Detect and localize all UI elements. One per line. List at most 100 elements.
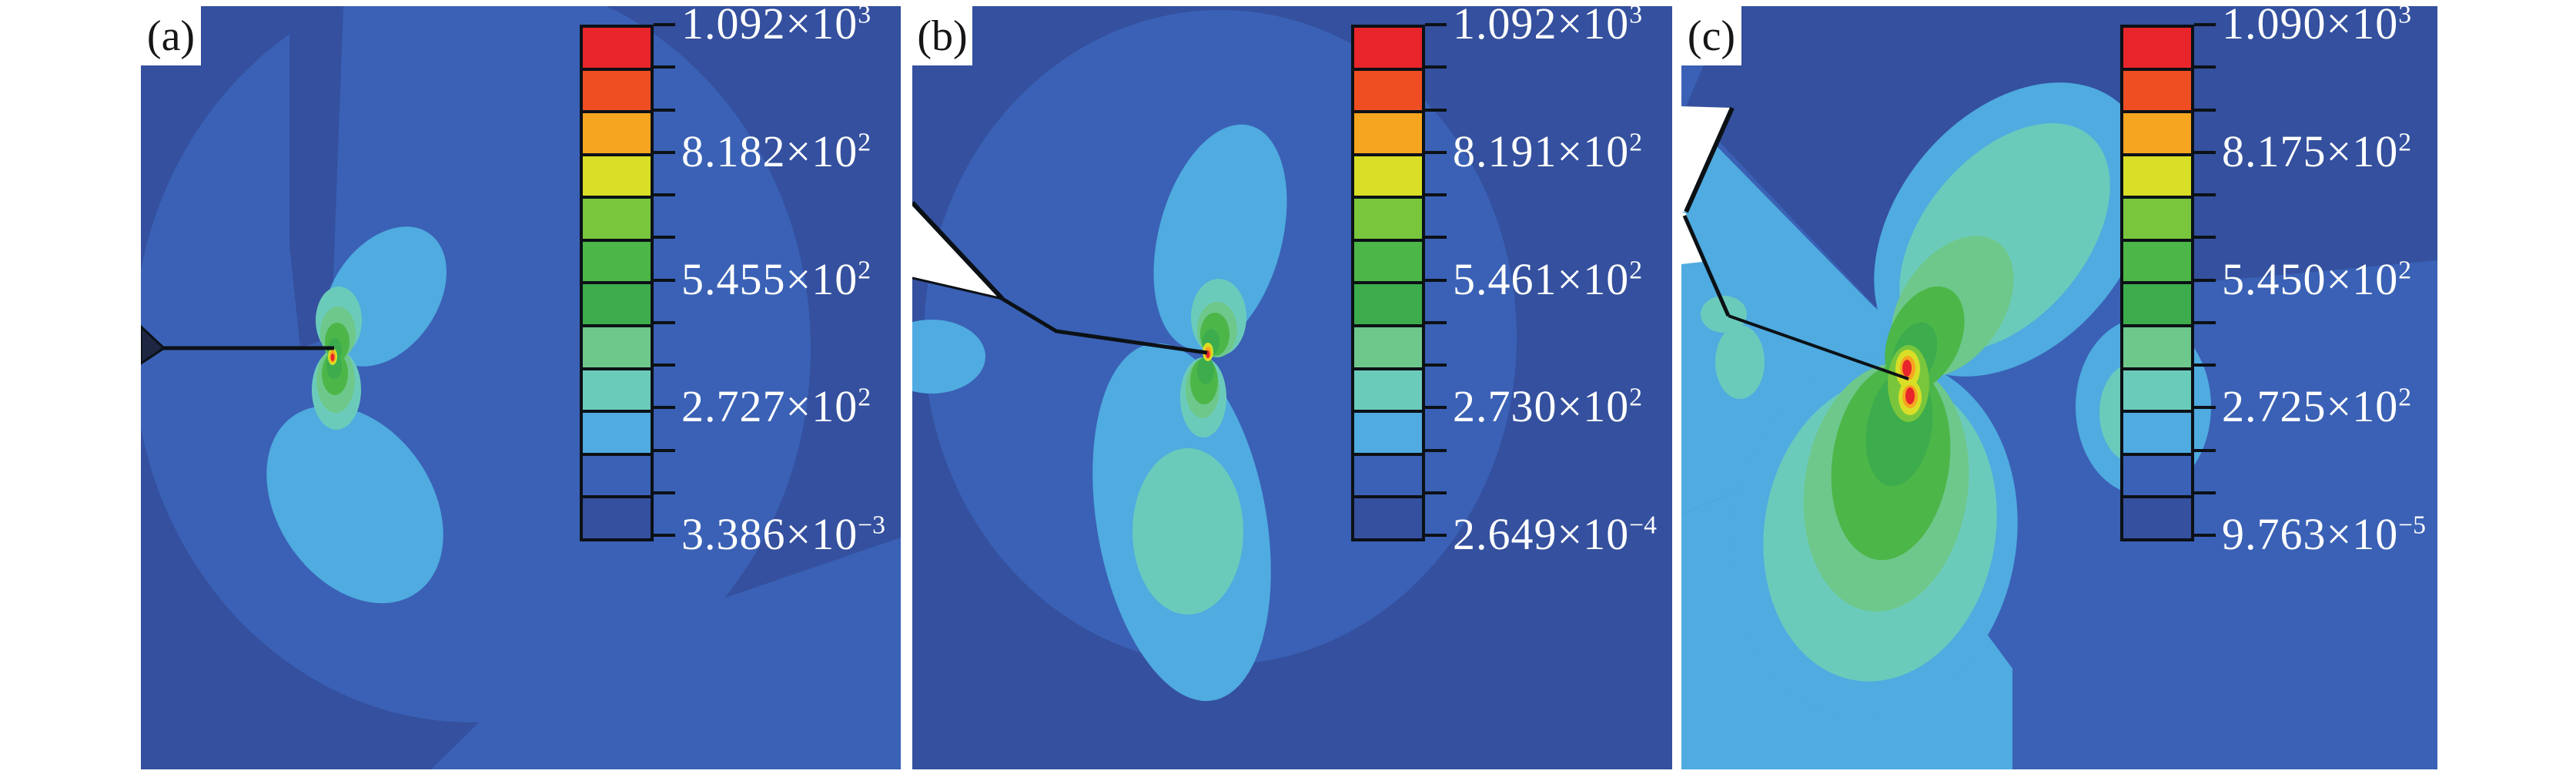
colorbar-band-2 xyxy=(2123,70,2191,111)
colorbar-tick-label: 1.090×103 xyxy=(2222,1,2411,46)
colorbar-tick xyxy=(1425,491,1447,494)
colorbar-tick xyxy=(654,108,675,112)
colorbar-band-1 xyxy=(1354,28,1422,68)
colorbar-tick-label: 9.763×10−5 xyxy=(2222,508,2426,559)
colorbar-tick xyxy=(1425,65,1447,69)
colorbar-band-10 xyxy=(1354,413,1422,453)
colorbar-band-6 xyxy=(1354,241,1422,282)
colorbar-tick-label: 2.725×102 xyxy=(2222,384,2411,429)
colorbar-tick xyxy=(2194,320,2216,324)
tick-label-base: 2.725×10 xyxy=(2222,381,2399,432)
tick-label-base: 5.450×10 xyxy=(2222,253,2399,304)
tick-label-exponent: 2 xyxy=(858,383,871,412)
panel-label-a: (a) xyxy=(141,6,201,65)
colorbar-band-5 xyxy=(2123,199,2191,239)
tick-label-base: 8.182×10 xyxy=(681,126,858,176)
colorbar-tick xyxy=(654,364,675,367)
colorbar-tick xyxy=(2194,65,2216,69)
colorbar-tick xyxy=(654,491,675,494)
tick-label-base: 8.175×10 xyxy=(2222,126,2399,176)
colorbar-tick xyxy=(1425,534,1447,537)
colorbar-tick xyxy=(1425,278,1447,282)
tick-label-base: 2.727×10 xyxy=(681,381,858,432)
colorbar-tick xyxy=(1425,320,1447,324)
colorbar-tick xyxy=(654,236,675,240)
tick-label-base: 1.092×10 xyxy=(681,0,858,49)
colorbar-tick-label: 5.461×102 xyxy=(1453,256,1642,301)
colorbar-band-9 xyxy=(2123,370,2191,410)
colorbar-b xyxy=(1351,25,1425,541)
colorbar-tick xyxy=(1425,23,1447,26)
panel-c: (c) 1.090×103 8.175×102 5.450×102 2.725×102… xyxy=(1681,1,2437,769)
colorbar-tick xyxy=(2194,364,2216,367)
tick-label-base: 1.092×10 xyxy=(1453,0,1630,49)
colorbar-tick xyxy=(654,23,675,26)
tick-label-base: 2.730×10 xyxy=(1453,381,1630,432)
colorbar-tick xyxy=(2194,108,2216,112)
colorbar-tick xyxy=(1425,448,1447,452)
tick-label-exponent: −3 xyxy=(858,511,885,540)
colorbar-tick xyxy=(2194,236,2216,240)
tick-label-exponent: 2 xyxy=(2398,128,2412,157)
colorbar-band-7 xyxy=(2123,284,2191,325)
panel-a: (a) 1.092×103 8.182×102 5.455×102 2.727×102… xyxy=(141,1,901,769)
colorbar-tick xyxy=(2194,406,2216,410)
colorbar-tick-label: 8.175×102 xyxy=(2222,129,2411,174)
colorbar-a xyxy=(580,25,654,541)
tick-label-exponent: 2 xyxy=(2398,256,2412,285)
tick-label-exponent: 2 xyxy=(1629,128,1643,157)
colorbar-tick xyxy=(1425,108,1447,112)
colorbar-tick-label: 8.182×102 xyxy=(681,129,871,174)
colorbar-band-6 xyxy=(583,241,651,282)
tick-label-exponent: 2 xyxy=(2398,383,2412,412)
colorbar-tick xyxy=(1425,364,1447,367)
colorbar-tick xyxy=(654,320,675,324)
colorbar-tick-label: 5.450×102 xyxy=(2222,256,2411,301)
colorbar-tick-label: 2.730×102 xyxy=(1453,384,1642,429)
colorbar-tick xyxy=(654,534,675,537)
colorbar-tick xyxy=(2194,278,2216,282)
contour-plot-c xyxy=(1681,6,2437,769)
tick-label-base: 5.455×10 xyxy=(681,253,858,304)
tick-label-base: 3.386×10 xyxy=(681,508,858,559)
tick-label-base: 8.191×10 xyxy=(1453,126,1630,176)
colorbar-tick xyxy=(654,278,675,282)
colorbar-tick xyxy=(654,406,675,410)
colorbar-band-10 xyxy=(583,413,651,453)
colorbar-band-2 xyxy=(583,70,651,111)
colorbar-tick xyxy=(2194,534,2216,537)
colorbar-band-12 xyxy=(583,498,651,538)
colorbar-band-9 xyxy=(583,370,651,410)
colorbar-band-4 xyxy=(2123,156,2191,196)
colorbar-band-5 xyxy=(1354,199,1422,239)
panel-label-c: (c) xyxy=(1681,6,1741,65)
colorbar-tick xyxy=(2194,448,2216,452)
colorbar-tick xyxy=(2194,491,2216,494)
colorbar-band-3 xyxy=(2123,113,2191,153)
colorbar-band-7 xyxy=(583,284,651,325)
colorbar-band-2 xyxy=(1354,70,1422,111)
colorbar-tick xyxy=(654,150,675,154)
colorbar-tick-label: 5.455×102 xyxy=(681,256,871,301)
colorbar-band-9 xyxy=(1354,370,1422,410)
colorbar-band-12 xyxy=(2123,498,2191,538)
colorbar-tick xyxy=(654,65,675,69)
colorbar-tick-label: 8.191×102 xyxy=(1453,129,1642,174)
colorbar-tick xyxy=(654,448,675,452)
colorbar-tick-label: 3.386×10−3 xyxy=(681,508,885,559)
tick-label-exponent: 3 xyxy=(858,0,871,29)
colorbar-band-4 xyxy=(1354,156,1422,196)
colorbar-tick-label: 1.092×103 xyxy=(681,0,871,49)
tick-label-base: 9.763×10 xyxy=(2222,508,2399,559)
tick-label-exponent: 3 xyxy=(1629,0,1643,29)
tick-label-base: 5.461×10 xyxy=(1453,253,1630,304)
colorbar-band-5 xyxy=(583,199,651,239)
colorbar-tick xyxy=(654,193,675,196)
colorbar-band-11 xyxy=(583,455,651,496)
colorbar-tick xyxy=(1425,150,1447,154)
tick-label-base: 2.649×10 xyxy=(1453,508,1630,559)
colorbar-band-8 xyxy=(2123,327,2191,367)
colorbar-tick xyxy=(1425,193,1447,196)
colorbar-tick xyxy=(2194,193,2216,196)
